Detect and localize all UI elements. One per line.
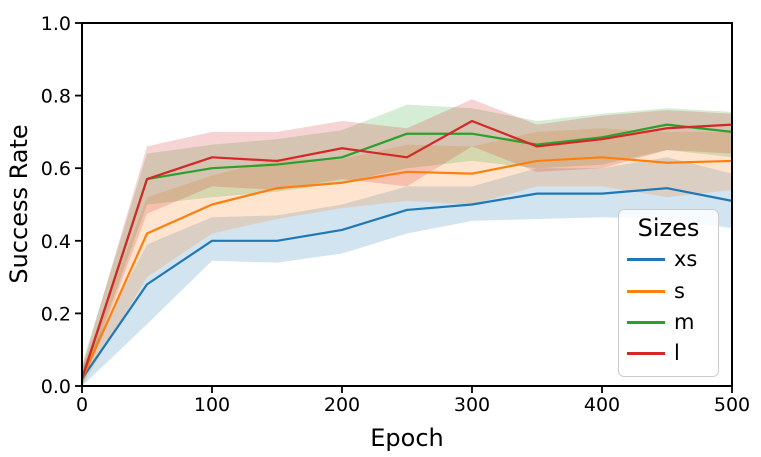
legend-line-swatch-xs bbox=[627, 258, 665, 262]
band-s bbox=[82, 128, 732, 386]
legend-line-swatch-s bbox=[627, 289, 665, 293]
y-tick-label-0.6: 0.6 bbox=[41, 158, 71, 180]
legend-items: xs s m l bbox=[627, 244, 710, 369]
y-tick-label-1.0: 1.0 bbox=[41, 13, 71, 35]
band-xs bbox=[82, 157, 732, 386]
legend: Sizes xs s m l bbox=[618, 209, 719, 377]
band-m bbox=[82, 104, 732, 387]
x-tick-label-100: 100 bbox=[194, 394, 230, 416]
line-s bbox=[80, 156, 733, 380]
legend-item-xs: xs bbox=[627, 249, 710, 270]
x-tick-label-400: 400 bbox=[584, 394, 620, 416]
line-m bbox=[80, 123, 733, 380]
y-tick-label-0.8: 0.8 bbox=[41, 86, 71, 108]
legend-line-swatch-l bbox=[627, 351, 665, 355]
legend-title: Sizes bbox=[637, 214, 700, 242]
legend-label-m: m bbox=[674, 309, 695, 334]
y-tick-label-0.0: 0.0 bbox=[41, 376, 71, 398]
legend-item-m: m bbox=[627, 309, 710, 334]
legend-item-s: s bbox=[627, 278, 710, 303]
legend-label-xs: xs bbox=[674, 247, 698, 272]
legend-label-l: l bbox=[674, 340, 680, 365]
legend-line-swatch-m bbox=[627, 320, 665, 324]
x-tick-label-500: 500 bbox=[714, 394, 750, 416]
x-tick-label-200: 200 bbox=[324, 394, 360, 416]
line-xs bbox=[81, 187, 733, 380]
legend-item-l: l bbox=[627, 340, 710, 365]
line-l bbox=[80, 119, 733, 380]
legend-label-s: s bbox=[674, 278, 685, 303]
band-l bbox=[82, 99, 732, 386]
x-axis-label: Epoch bbox=[370, 424, 444, 452]
y-tick-label-0.4: 0.4 bbox=[41, 231, 71, 253]
y-tick-label-0.2: 0.2 bbox=[41, 303, 71, 325]
x-tick-label-0: 0 bbox=[76, 394, 88, 416]
axes-spines bbox=[81, 22, 733, 387]
y-axis-label: Success Rate bbox=[5, 124, 33, 284]
x-tick-label-300: 300 bbox=[454, 394, 490, 416]
